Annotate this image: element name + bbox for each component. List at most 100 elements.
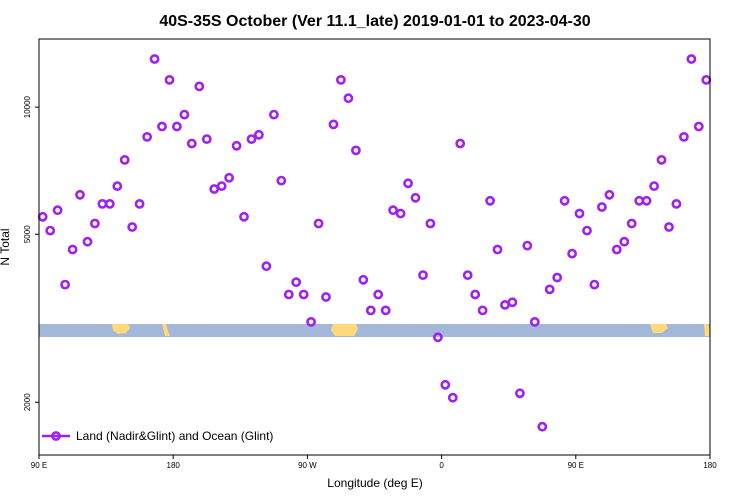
data-point — [701, 75, 712, 85]
y-axis-ticks: 2000 5000 10000 — [23, 95, 39, 411]
data-point — [45, 225, 56, 236]
x-tick-label: 90 E — [568, 461, 584, 470]
data-point — [679, 131, 689, 142]
data-point — [350, 145, 361, 156]
y-tick-label: 2000 — [23, 393, 32, 411]
data-point — [231, 140, 242, 151]
data-point — [611, 244, 622, 255]
land-shape — [112, 324, 130, 334]
data-point — [224, 172, 234, 183]
data-point — [373, 289, 384, 300]
x-tick-label: 180 — [167, 461, 181, 470]
data-point — [358, 274, 369, 285]
data-point — [119, 154, 130, 165]
data-point — [246, 134, 257, 144]
y-axis-label: N Total — [0, 228, 12, 265]
data-point — [343, 93, 354, 104]
data-point — [112, 181, 123, 191]
data-point — [522, 240, 533, 251]
legend-marker — [51, 431, 61, 441]
data-point — [693, 121, 704, 132]
data-point — [149, 54, 160, 64]
data-point — [686, 54, 697, 64]
data-point — [253, 129, 264, 140]
data-point — [276, 175, 287, 186]
data-point — [440, 379, 451, 390]
data-point — [515, 388, 525, 399]
map-strip — [39, 324, 710, 337]
data-point — [186, 138, 197, 149]
data-point — [298, 289, 309, 300]
data-point — [529, 316, 540, 327]
data-point — [52, 205, 63, 216]
data-point — [209, 184, 220, 194]
data-point — [171, 121, 182, 132]
y-tick-label: 5000 — [23, 225, 32, 243]
data-point — [582, 225, 592, 236]
x-tick-label: 90 E — [31, 461, 47, 470]
land-shape — [162, 324, 170, 336]
data-point — [179, 109, 190, 120]
data-point — [313, 218, 324, 229]
data-point — [291, 277, 302, 288]
data-point — [321, 292, 331, 302]
data-point — [104, 198, 115, 209]
data-point — [649, 181, 659, 191]
data-point — [388, 205, 398, 216]
x-tick-label: 90 W — [298, 461, 317, 470]
data-point — [60, 279, 70, 290]
data-point — [432, 332, 443, 343]
land-shape — [650, 324, 668, 333]
plot-frame — [38, 38, 711, 456]
data-point — [201, 134, 212, 144]
data-point — [328, 119, 339, 130]
x-axis-label: Longitude (deg E) — [327, 476, 422, 490]
data-point — [142, 131, 152, 142]
data-point — [447, 392, 458, 403]
data-point — [37, 211, 48, 222]
data-point — [425, 218, 436, 229]
data-point — [485, 195, 495, 206]
data-point — [619, 236, 630, 247]
data-point — [283, 289, 294, 300]
data-point — [574, 208, 585, 219]
y-tick-label: 10000 — [23, 95, 32, 118]
data-point — [604, 189, 615, 200]
legend-entry: Land (Nadir&Glint) and Ocean (Glint) — [76, 429, 273, 443]
data-point — [335, 75, 346, 85]
data-point — [671, 198, 682, 209]
data-point — [261, 261, 272, 272]
data-point — [418, 270, 428, 280]
data-point — [403, 178, 413, 189]
data-point — [455, 138, 466, 149]
data-point — [559, 195, 570, 206]
data-point — [589, 279, 600, 290]
data-point — [462, 270, 473, 280]
data-point — [157, 121, 167, 132]
data-point — [552, 272, 563, 283]
chart-title: 40S-35S October (Ver 11.1_late) 2019-01-… — [159, 13, 590, 30]
data-point — [492, 244, 503, 255]
data-point — [216, 181, 227, 191]
data-points — [37, 54, 712, 432]
data-point — [380, 305, 391, 316]
data-point — [395, 208, 406, 219]
data-point — [82, 236, 93, 247]
data-point — [507, 297, 518, 308]
data-point — [410, 192, 421, 203]
data-point — [67, 244, 78, 255]
data-point — [656, 154, 667, 165]
data-point — [306, 316, 316, 327]
data-point — [75, 189, 85, 200]
land-shape — [331, 324, 358, 336]
x-tick-label: 180 — [703, 461, 717, 470]
data-point — [268, 109, 279, 120]
data-point — [134, 198, 145, 209]
data-point — [127, 222, 138, 232]
x-tick-label: 0 — [439, 461, 444, 470]
data-point — [544, 284, 555, 295]
x-axis-ticks: 90 E 180 90 W 0 90 E 180 — [31, 455, 717, 470]
data-point — [239, 211, 249, 222]
land-shape — [704, 324, 710, 336]
